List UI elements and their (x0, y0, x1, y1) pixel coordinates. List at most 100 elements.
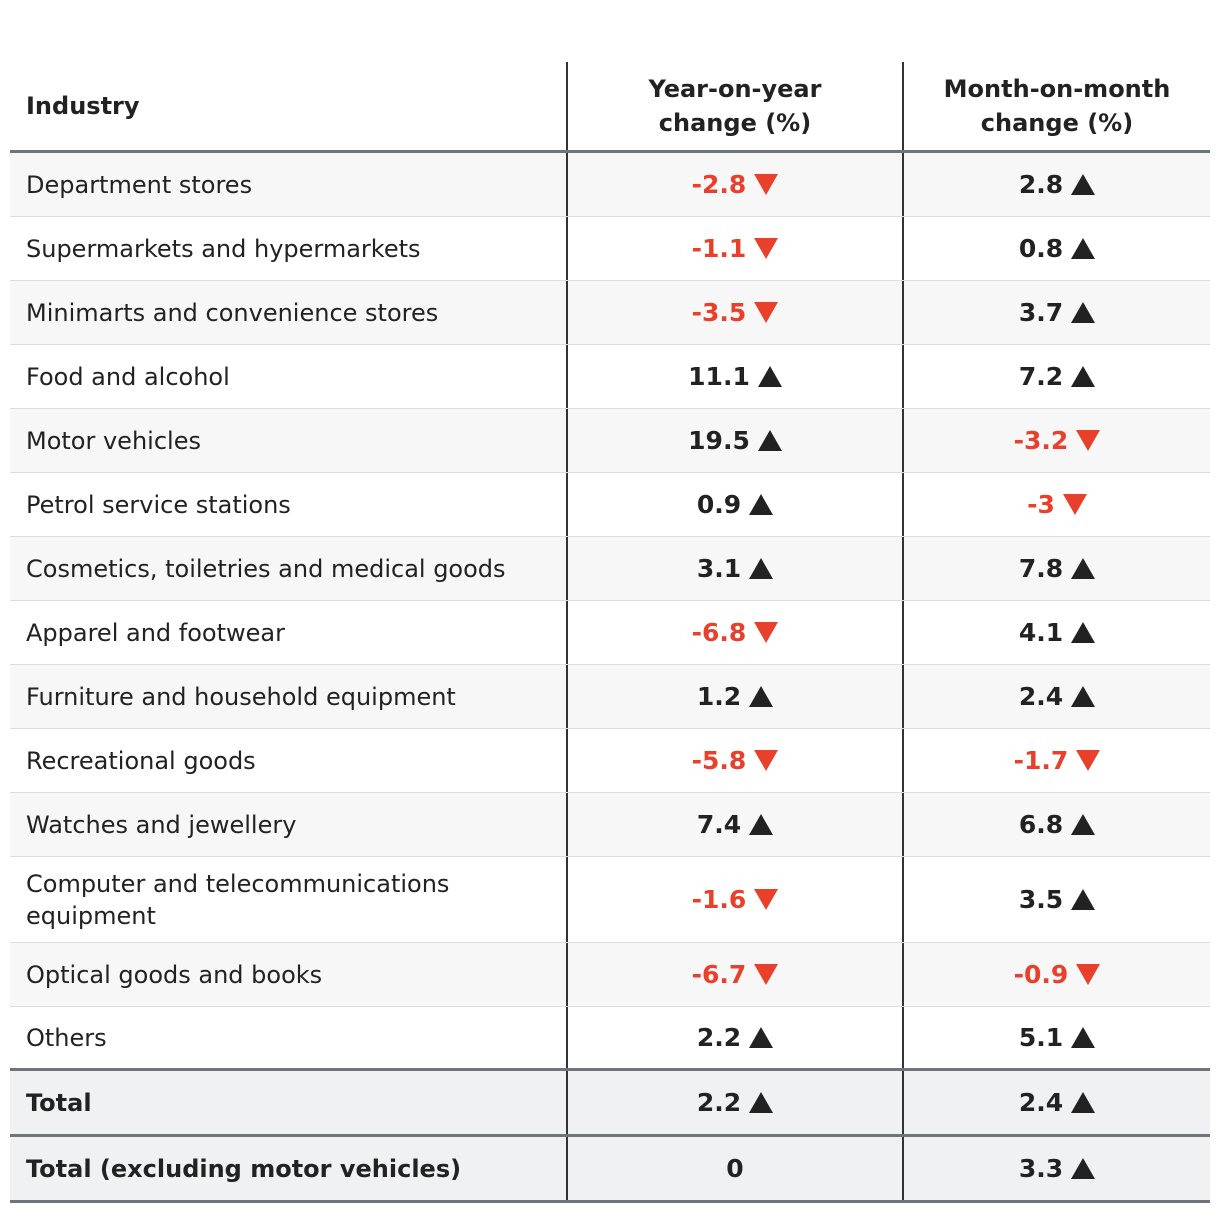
yoy-number: -5.8 (691, 746, 747, 775)
mom-number: 2.4 (1018, 1088, 1064, 1117)
yoy-value: 3.1 (696, 554, 774, 583)
table-row: Furniture and household equipment 1.2 2.4 (10, 665, 1210, 729)
table-row: Recreational goods -5.8 -1.7 (10, 729, 1210, 793)
arrow-down-icon (754, 750, 779, 771)
industry-name: Computer and telecommunications equipmen… (26, 869, 450, 930)
yoy-number: -3.5 (691, 298, 747, 327)
arrow-down-icon (1076, 750, 1101, 771)
mom-cell: 2.4 (902, 1071, 1210, 1134)
arrow-down-icon (754, 174, 779, 195)
industry-name: Petrol service stations (26, 490, 291, 519)
yoy-value: 1.2 (696, 682, 774, 711)
mom-value: 3.7 (1018, 298, 1096, 327)
industry-name: Cosmetics, toiletries and medical goods (26, 554, 506, 583)
yoy-value: -3.5 (692, 298, 779, 327)
mom-cell: 7.8 (902, 537, 1210, 600)
header-mom: Month-on-month change (%) (902, 62, 1210, 150)
header-mom-line1: Month-on-month (943, 75, 1171, 103)
header-industry: Industry (26, 92, 140, 120)
arrow-up-icon (1071, 558, 1096, 579)
table-row: Food and alcohol 11.1 7.2 (10, 345, 1210, 409)
table-row: Department stores -2.8 2.8 (10, 153, 1210, 217)
arrow-up-icon (749, 1027, 774, 1048)
industry-name: Total (26, 1088, 92, 1117)
table-row: Computer and telecommunications equipmen… (10, 857, 1210, 943)
industry-name: Total (excluding motor vehicles) (26, 1154, 462, 1183)
mom-value: 7.2 (1018, 362, 1096, 391)
mom-number: -0.9 (1013, 960, 1069, 989)
mom-cell: 4.1 (902, 601, 1210, 664)
yoy-cell: 1.2 (566, 665, 902, 728)
mom-value: 0.8 (1019, 234, 1096, 263)
yoy-cell: 11.1 (566, 345, 902, 408)
yoy-cell: -6.8 (566, 601, 902, 664)
yoy-number: -1.6 (691, 885, 747, 914)
mom-cell: -0.9 (902, 943, 1210, 1006)
mom-number: 5.1 (1018, 1023, 1064, 1052)
yoy-cell: 2.2 (566, 1007, 902, 1068)
yoy-cell: -1.1 (566, 217, 902, 280)
mom-number: 4.1 (1018, 618, 1064, 647)
yoy-cell: 7.4 (566, 793, 902, 856)
yoy-number: 2.2 (696, 1088, 742, 1117)
yoy-number: 11.1 (688, 362, 750, 391)
mom-cell: 2.8 (902, 153, 1210, 216)
arrow-down-icon (754, 302, 779, 323)
mom-cell: 6.8 (902, 793, 1210, 856)
arrow-up-icon (1071, 174, 1096, 195)
mom-value: -0.9 (1014, 960, 1101, 989)
mom-cell: 5.1 (902, 1007, 1210, 1068)
arrow-up-icon (1071, 1092, 1096, 1113)
mom-value: -1.7 (1014, 746, 1101, 775)
arrow-down-icon (754, 238, 779, 259)
mom-cell: -3 (902, 473, 1210, 536)
mom-number: -3.2 (1013, 426, 1069, 455)
yoy-value: 2.2 (696, 1088, 774, 1117)
industry-name: Recreational goods (26, 746, 256, 775)
arrow-down-icon (754, 889, 779, 910)
arrow-up-icon (1071, 366, 1096, 387)
yoy-value: 2.2 (697, 1023, 774, 1052)
table-body: Department stores -2.8 2.8 Supermarkets and… (10, 153, 1210, 1203)
yoy-value: 19.5 (688, 426, 782, 455)
table-total-row: Total (excluding motor vehicles) 0 3.3 (10, 1137, 1210, 1203)
yoy-number: -1.1 (691, 234, 747, 263)
industry-name: Furniture and household equipment (26, 682, 456, 711)
header-yoy: Year-on-year change (%) (566, 62, 902, 150)
industry-name: Motor vehicles (26, 426, 201, 455)
arrow-up-icon (757, 366, 782, 387)
yoy-value: -5.8 (692, 746, 779, 775)
mom-number: 7.2 (1018, 362, 1064, 391)
mom-number: -3 (1027, 490, 1055, 519)
yoy-number: 1.2 (696, 682, 742, 711)
header-yoy-line1: Year-on-year (648, 75, 822, 103)
industry-name: Watches and jewellery (26, 810, 297, 839)
mom-value: 3.5 (1019, 885, 1096, 914)
yoy-number: 3.1 (696, 554, 742, 583)
industry-name: Food and alcohol (26, 362, 230, 391)
arrow-up-icon (1071, 889, 1096, 910)
mom-value: 6.8 (1019, 810, 1096, 839)
industry-name: Apparel and footwear (26, 618, 285, 647)
yoy-cell: 0 (566, 1137, 902, 1200)
header-mom-line2: change (%) (980, 109, 1134, 137)
table-row: Supermarkets and hypermarkets -1.1 0.8 (10, 217, 1210, 281)
table-row: Cosmetics, toiletries and medical goods 3… (10, 537, 1210, 601)
table-total-row: Total 2.2 2.4 (10, 1071, 1210, 1137)
yoy-value: -1.6 (692, 885, 779, 914)
industry-name: Minimarts and convenience stores (26, 298, 439, 327)
mom-number: 3.7 (1018, 298, 1064, 327)
arrow-down-icon (1076, 430, 1101, 451)
arrow-up-icon (1071, 814, 1096, 835)
mom-cell: 3.7 (902, 281, 1210, 344)
arrow-down-icon (1062, 494, 1087, 515)
yoy-number: 7.4 (696, 810, 742, 839)
arrow-down-icon (754, 622, 779, 643)
table-row: Motor vehicles 19.5 -3.2 (10, 409, 1210, 473)
yoy-cell: 2.2 (566, 1071, 902, 1134)
arrow-up-icon (1071, 302, 1096, 323)
mom-value: 3.3 (1019, 1154, 1096, 1183)
yoy-cell: 0.9 (566, 473, 902, 536)
arrow-down-icon (1076, 964, 1101, 985)
yoy-cell: -5.8 (566, 729, 902, 792)
